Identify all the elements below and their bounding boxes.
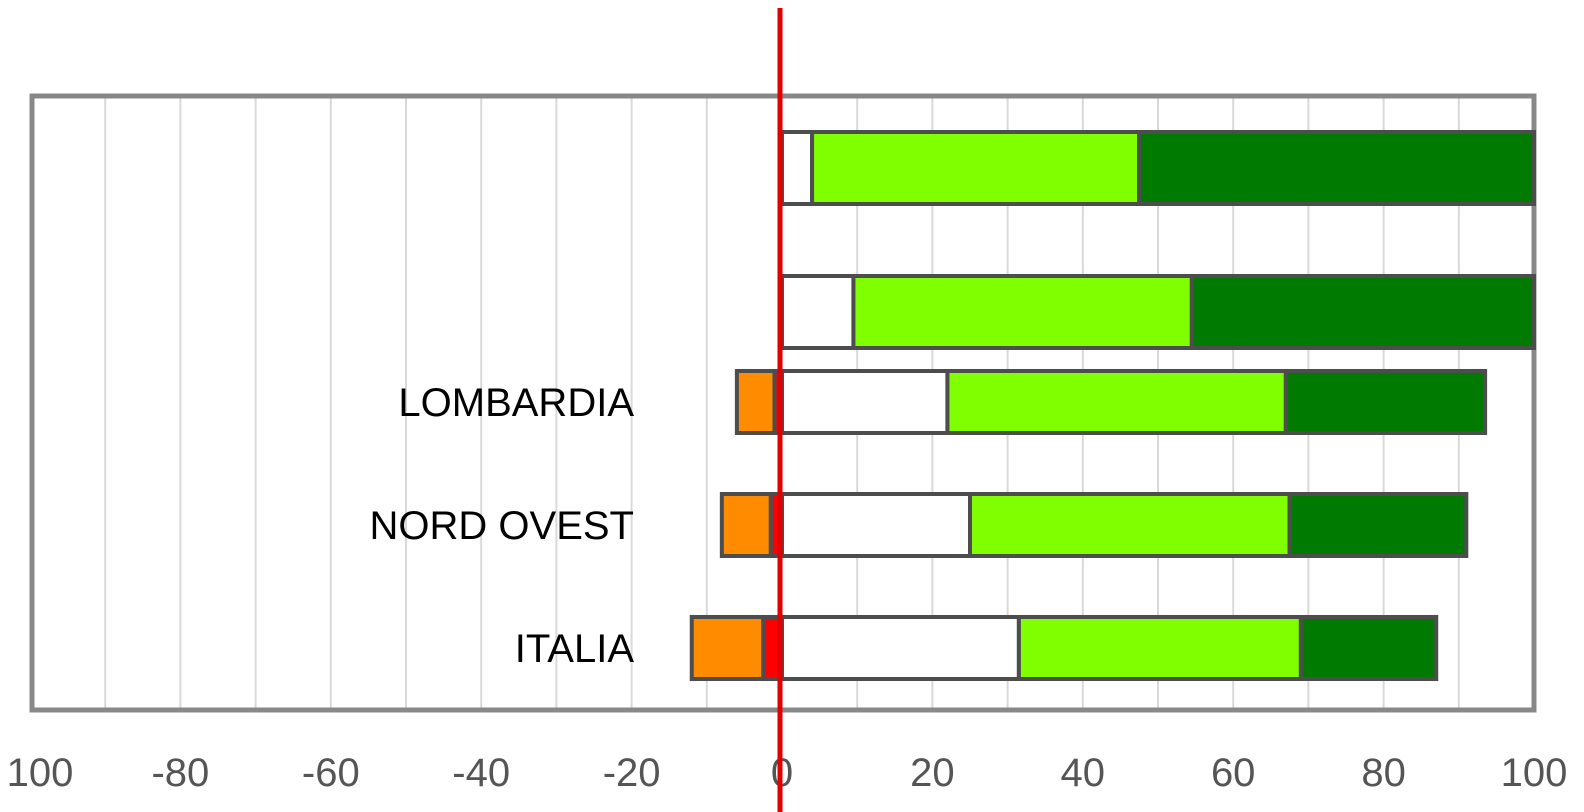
bar-segment — [780, 274, 856, 350]
bar-segment — [810, 130, 1142, 206]
bar-segment — [734, 369, 777, 435]
x-tick-label: 100 — [1501, 751, 1568, 795]
x-tick-label: 100 — [7, 751, 74, 795]
bar-segment — [851, 274, 1194, 350]
bar-segment — [1298, 615, 1439, 681]
x-tick-label: 60 — [1211, 751, 1256, 795]
bar-segment — [780, 492, 972, 558]
bar-segment — [780, 130, 815, 206]
x-tick-label: -60 — [302, 751, 360, 795]
category-label: NORD OVEST — [370, 504, 634, 548]
x-tick-label: 40 — [1061, 751, 1106, 795]
x-tick-label: 80 — [1361, 751, 1406, 795]
category-labels: LOMBARDIA NORD OVEST ITALIA — [370, 381, 635, 671]
bar-segment — [1283, 369, 1488, 435]
x-tick-label: -40 — [452, 751, 510, 795]
category-label: ITALIA — [515, 627, 635, 671]
bar-segment — [719, 492, 773, 558]
x-tick-label: 20 — [910, 751, 955, 795]
x-tick-label: -20 — [603, 751, 661, 795]
bar-segment — [1287, 492, 1469, 558]
bar-segment — [1189, 274, 1536, 350]
bar-segment — [1137, 130, 1536, 206]
x-tick-label: -80 — [151, 751, 209, 795]
bars — [689, 130, 1536, 681]
plot-frame — [29, 93, 1537, 713]
bar-segment — [780, 615, 1021, 681]
bar-segment — [1016, 615, 1303, 681]
bar-segment — [689, 615, 766, 681]
category-label: LOMBARDIA — [398, 381, 634, 425]
bar-segment — [780, 369, 950, 435]
bar-segment — [968, 492, 1292, 558]
x-tick-labels: 100-80-60-40-20020406080100 — [7, 751, 1568, 795]
bar-segment — [945, 369, 1288, 435]
